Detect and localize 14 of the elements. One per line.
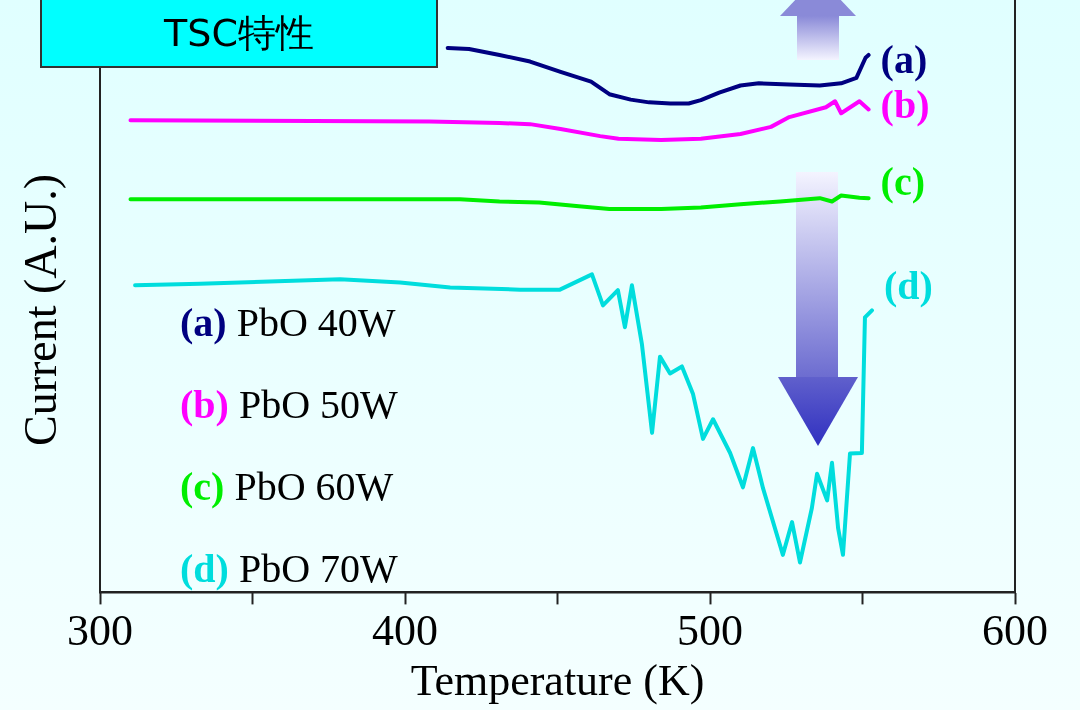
text: (d) PbO 70W xyxy=(180,546,398,591)
annotation: (c) xyxy=(880,158,926,204)
x-tick-label: 300 xyxy=(67,606,133,656)
text: (c) PbO 60W xyxy=(180,464,394,509)
x-axis-title: Temperature (K) xyxy=(410,656,705,706)
x-tick-label: 600 xyxy=(982,606,1048,656)
y-axis-title: Current (A.U.) xyxy=(13,173,67,447)
annotation: (d) xyxy=(883,262,933,308)
annotation: (b) xyxy=(880,81,930,127)
x-tick-label: 400 xyxy=(372,606,438,656)
x-tick-label: 500 xyxy=(677,606,743,656)
text: (a) PbO 40W xyxy=(180,300,396,345)
text: (b) PbO 50W xyxy=(180,382,398,427)
annotation: (a) xyxy=(880,37,928,83)
